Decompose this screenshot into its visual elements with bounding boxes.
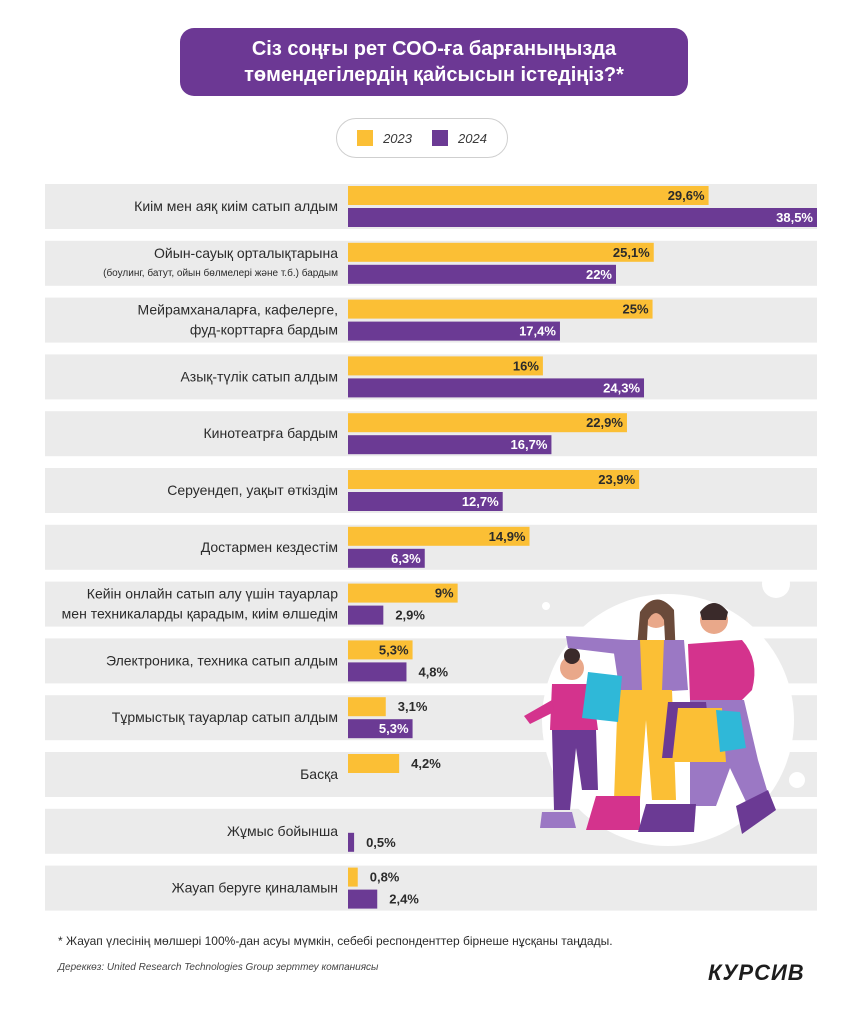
data-label-2023: 5,3%	[379, 642, 409, 657]
category-label: Киім мен аяқ киім сатып алдым	[134, 198, 338, 214]
category-label: Тұрмыстық тауарлар сатып алдым	[112, 709, 338, 725]
bar-2024	[348, 492, 503, 511]
data-label-2023: 23,9%	[598, 472, 635, 487]
child-head	[560, 656, 584, 680]
data-label-2023: 25,1%	[613, 245, 650, 260]
bar-2023	[348, 526, 530, 546]
bar-2023	[348, 299, 653, 319]
shoppers-illustration	[524, 570, 805, 846]
data-label-2023: 0,8%	[370, 870, 400, 885]
kursiv-logo: КУРСИВ	[708, 960, 805, 985]
bar-2024	[348, 662, 407, 682]
legend-item-2023: 2023	[357, 130, 412, 146]
shopping-bag-blue	[716, 710, 746, 752]
bar-2023	[348, 470, 640, 489]
category-label: Электроника, техника сатып алдым	[106, 652, 338, 668]
bar-2024	[348, 832, 355, 852]
category-sublabel: мен техникаларды қарадым, киім өлшедім	[62, 606, 338, 622]
bar-2023	[348, 754, 400, 773]
category-label: Жауап беруге қиналамын	[172, 880, 338, 896]
father-hair	[700, 603, 728, 620]
child-hair	[564, 648, 580, 664]
decor-circle	[542, 602, 550, 610]
bar-2023	[348, 640, 413, 660]
bar-2024	[348, 378, 645, 398]
legend-label-2024: 2024	[458, 130, 487, 146]
data-label-2023: 3,1%	[398, 699, 428, 714]
data-label-2024: 17,4%	[519, 324, 556, 339]
data-label-2024: 12,7%	[462, 494, 499, 509]
data-label-2024: 0,5%	[366, 835, 396, 850]
bar-2023	[348, 583, 458, 603]
category-label: Басқа	[300, 766, 338, 782]
legend-swatch-2024	[432, 130, 448, 146]
mother-boot	[586, 796, 640, 830]
legend: 2023 2024	[336, 118, 508, 158]
data-label-2023: 16%	[513, 358, 539, 373]
data-label-2023: 14,9%	[489, 529, 526, 544]
category-label: Серуендеп, уақыт өткіздім	[167, 482, 338, 498]
category-label: Достармен кездестім	[201, 539, 338, 555]
category-label: Кинотеатрға бардым	[204, 425, 339, 441]
category-label: Азық-түлік сатып алдым	[180, 368, 338, 384]
bar-2023	[348, 413, 627, 433]
father-shoe	[736, 790, 776, 834]
bar-2023	[348, 242, 654, 262]
data-label-2024: 2,9%	[395, 608, 425, 623]
category-label: Жұмыс бойынша	[227, 823, 338, 839]
mother-pants	[614, 690, 676, 800]
data-label-2023: 29,6%	[668, 188, 705, 203]
data-label-2024: 2,4%	[389, 892, 419, 907]
bar-2024	[348, 208, 817, 227]
legend-label-2023: 2023	[383, 130, 412, 146]
bar-2024	[348, 889, 378, 909]
bar-2024	[348, 321, 560, 341]
child-shoe	[540, 812, 576, 828]
category-label: Мейрамханаларға, кафелерге,	[138, 302, 338, 318]
bar-2023	[348, 356, 543, 376]
data-label-2023: 25%	[623, 302, 649, 317]
data-label-2024: 6,3%	[391, 551, 421, 566]
category-sublabel: (боулинг, батут, ойын бөлмелері және т.б…	[103, 267, 338, 279]
category-label: Кейін онлайн сатып алу үшін тауарлар	[87, 586, 338, 602]
data-label-2024: 5,3%	[379, 721, 409, 736]
category-label: Ойын-сауық орталықтарына	[154, 245, 338, 261]
legend-swatch-2023	[357, 130, 374, 146]
father-shoe	[638, 804, 696, 832]
bar-2024	[348, 605, 384, 625]
category-sublabel: фуд-корттарға бардым	[190, 322, 338, 338]
data-label-2024: 24,3%	[603, 380, 640, 395]
bar-2023	[348, 186, 709, 205]
data-label-2024: 4,8%	[418, 664, 448, 679]
bar-chart: Киім мен аяқ киім сатып алдым 29,6% 38,5% О…	[45, 184, 817, 911]
legend-item-2024: 2024	[432, 130, 487, 146]
footnote: * Жауап үлесінің мөлшері 100%-дан асуы м…	[58, 934, 613, 948]
title-line-1: Сіз соңғы рет СОО-ға барғаныңызда	[251, 38, 617, 60]
data-label-2024: 16,7%	[511, 437, 548, 452]
data-label-2024: 22%	[586, 267, 612, 282]
mother-top	[640, 640, 664, 690]
bar-2024	[348, 264, 616, 284]
decor-circle	[762, 570, 790, 598]
child-pants	[552, 730, 598, 810]
decor-circle	[789, 772, 805, 788]
data-label-2023: 22,9%	[586, 415, 623, 430]
bar-2023	[348, 867, 358, 887]
father-shirt	[688, 640, 755, 700]
shopping-bag-blue	[582, 672, 622, 722]
child-arm	[524, 700, 554, 724]
row-background	[45, 865, 817, 911]
data-label-2023: 9%	[435, 586, 454, 601]
data-label-2023: 4,2%	[411, 756, 441, 771]
bar-2023	[348, 697, 386, 717]
title-line-2: төмендегілердің қайсысын істедіңіз?*	[244, 64, 624, 86]
bar-2024	[348, 719, 413, 739]
shopping-bag-yellow	[672, 708, 726, 762]
bar-2024	[348, 548, 425, 568]
source-note: Дереккөз: United Research Technologies G…	[58, 962, 379, 973]
data-label-2024: 38,5%	[776, 210, 813, 225]
bar-2024	[348, 435, 552, 455]
chart-title: Сіз соңғы рет СОО-ға барғаныңызда төменд…	[180, 28, 688, 96]
